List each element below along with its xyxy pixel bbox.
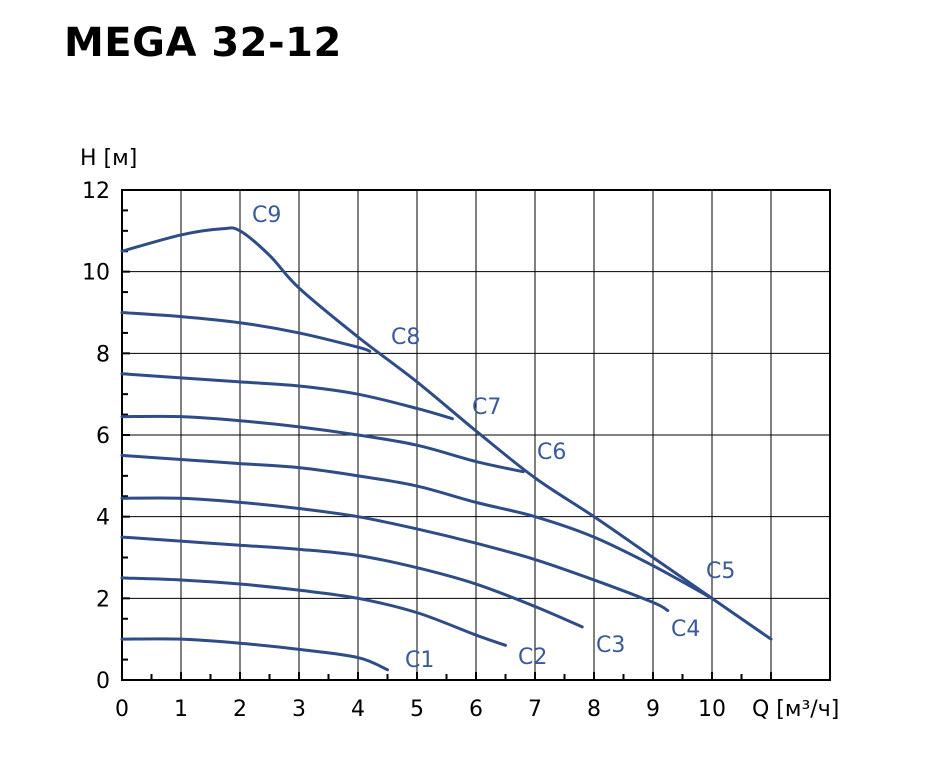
x-tick-label: 0 xyxy=(115,697,129,722)
y-axis-label: H [м] xyxy=(80,146,137,171)
curve-c5 xyxy=(120,453,714,600)
x-tick-label: 3 xyxy=(292,697,306,722)
curve-label-c8: C8 xyxy=(391,325,420,350)
y-tick-label: 6 xyxy=(96,424,110,449)
x-tick-label: 2 xyxy=(233,697,247,722)
curve-label-c9: C9 xyxy=(252,203,281,228)
x-tick-label: 4 xyxy=(351,697,365,722)
curve-c8 xyxy=(120,311,372,353)
x-tick-label: 8 xyxy=(587,697,601,722)
curve-label-c1: C1 xyxy=(405,648,434,673)
curve-label-c5: C5 xyxy=(706,559,735,584)
curve-c2 xyxy=(120,576,507,647)
curve-c3 xyxy=(120,535,584,629)
y-tick-label: 12 xyxy=(82,179,110,204)
y-tick-label: 2 xyxy=(96,587,110,612)
x-axis-label: Q [м³/ч] xyxy=(752,697,839,722)
page-title: MEGA 32-12 xyxy=(64,20,342,66)
x-tick-label: 9 xyxy=(646,697,660,722)
y-tick-label: 0 xyxy=(96,669,110,694)
y-tick-label: 8 xyxy=(96,342,110,367)
curve-c9 xyxy=(120,226,773,641)
x-tick-label: 10 xyxy=(698,697,726,722)
curve-c6 xyxy=(120,414,525,474)
curve-label-c3: C3 xyxy=(596,633,625,658)
x-tick-label: 1 xyxy=(174,697,188,722)
curve-label-c6: C6 xyxy=(537,440,566,465)
x-tick-label: 7 xyxy=(528,697,542,722)
x-tick-label: 6 xyxy=(469,697,483,722)
curve-c1 xyxy=(120,637,389,672)
y-tick-label: 10 xyxy=(82,261,110,286)
curve-c7 xyxy=(120,372,454,421)
curve-label-c4: C4 xyxy=(671,617,700,642)
curve-label-c7: C7 xyxy=(472,395,501,420)
curve-c4 xyxy=(120,496,670,613)
x-tick-label: 5 xyxy=(410,697,424,722)
curve-label-c2: C2 xyxy=(518,645,547,670)
y-tick-label: 4 xyxy=(96,506,110,531)
